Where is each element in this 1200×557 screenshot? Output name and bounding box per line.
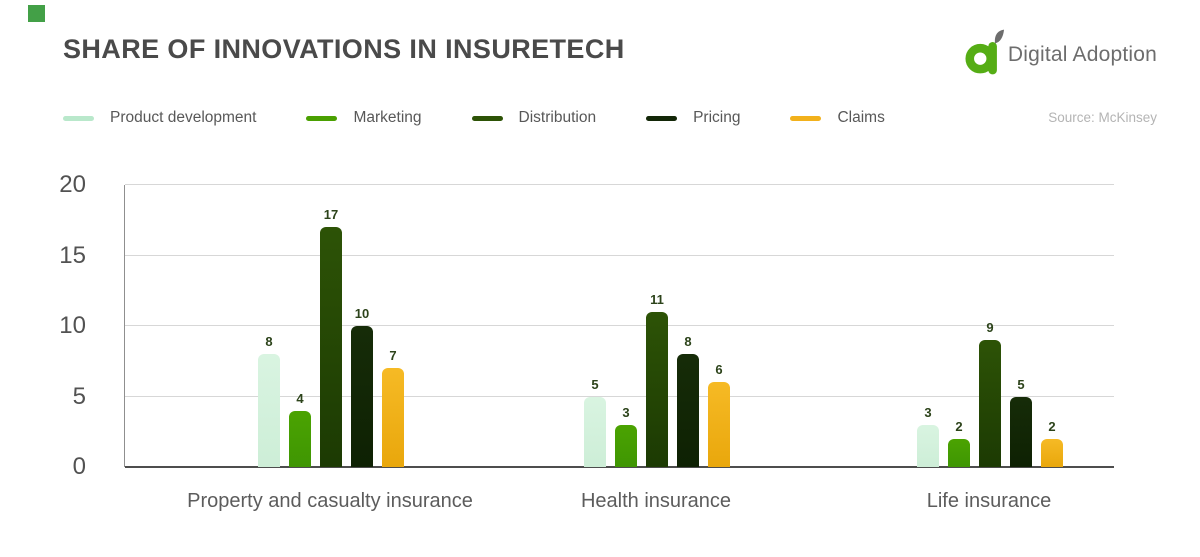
gridline	[125, 254, 1114, 256]
legend-swatch-icon	[471, 115, 503, 121]
legend-label: Marketing	[353, 109, 422, 126]
bar-value-label: 9	[986, 320, 994, 336]
legend-swatch-icon	[306, 115, 338, 121]
gridline	[125, 395, 1114, 397]
legend-item-pricing: Pricing	[646, 109, 740, 127]
bar-claims	[1041, 438, 1063, 467]
bar-wrap: 17	[320, 207, 342, 467]
bar-pricing	[677, 354, 699, 467]
bar-marketing	[289, 410, 311, 467]
bar-wrap: 4	[289, 391, 311, 467]
bar-distribution	[646, 311, 668, 467]
bar-distribution	[320, 227, 342, 467]
bar-wrap: 3	[917, 405, 939, 467]
bar-claims	[382, 368, 404, 467]
bar-value-label: 5	[591, 376, 599, 392]
legend-swatch-icon	[790, 115, 822, 121]
logo-leaf	[994, 29, 1004, 44]
legend-label: Product development	[110, 109, 257, 126]
y-axis-labels: 0 5 10 15 20	[30, 173, 86, 479]
bar-value-label: 6	[715, 362, 723, 378]
legend-item-product-development: Product development	[63, 109, 256, 127]
bar-value-label: 17	[323, 207, 339, 223]
x-axis-line	[125, 466, 1114, 468]
bar-claims	[708, 382, 730, 467]
bar-distribution	[979, 340, 1001, 467]
legend-label: Distribution	[518, 109, 597, 126]
bar-value-label: 11	[650, 291, 664, 307]
bar-product-development	[258, 354, 280, 467]
bar-marketing	[615, 424, 637, 467]
category-label: Health insurance	[580, 490, 732, 512]
bar-value-label: 8	[265, 334, 273, 350]
bar-value-label: 2	[1048, 418, 1056, 434]
bar-value-label: 3	[924, 404, 932, 420]
chart-legend: Product development Marketing Distribution…	[63, 109, 885, 127]
bar-wrap: 5	[584, 376, 606, 467]
bar-wrap: 9	[979, 320, 1001, 467]
bar-wrap: 6	[708, 362, 730, 467]
bar-marketing	[948, 438, 970, 467]
digital-adoption-logo-icon	[965, 28, 1005, 81]
bar-value-label: 3	[622, 404, 630, 420]
bar-wrap: 10	[351, 306, 373, 467]
y-axis-tick-label: 0	[72, 453, 86, 480]
legend-item-marketing: Marketing	[306, 109, 422, 127]
plot-area: 8 4 17 10 7 5 3 11 8 6 3 2 9 5 2	[124, 184, 1114, 468]
category-label: Property and casualty insurance	[187, 490, 473, 512]
bar-value-label: 10	[354, 306, 370, 321]
y-axis-tick-label: 5	[72, 382, 86, 410]
page-title: SHARE OF INNOVATIONS IN INSURETECH	[63, 34, 625, 64]
bar-product-development	[584, 396, 606, 467]
bar-pricing	[351, 326, 373, 467]
bar-wrap: 8	[258, 334, 280, 467]
brand-logo: Digital Adoption	[965, 28, 1157, 81]
y-axis-tick-label: 20	[59, 171, 86, 198]
bar-wrap: 2	[1041, 419, 1063, 467]
bar-group: 8 4 17 10 7	[258, 207, 404, 467]
gridline	[125, 184, 1114, 185]
legend-swatch-icon	[63, 115, 94, 121]
bar-wrap: 2	[948, 419, 970, 467]
gridline	[125, 325, 1114, 326]
bar-value-label: 5	[1017, 376, 1025, 392]
y-axis-tick-label: 10	[59, 312, 86, 339]
bar-value-label: 8	[684, 334, 692, 350]
legend-item-distribution: Distribution	[471, 109, 597, 127]
source-attribution: Source: McKinsey	[1048, 110, 1157, 125]
bar-pricing	[1010, 396, 1032, 467]
legend-item-claims: Claims	[790, 109, 885, 127]
bar-wrap: 11	[646, 292, 668, 467]
bar-value-label: 4	[296, 390, 304, 406]
logo-a-bowl	[965, 43, 995, 74]
bar-wrap: 8	[677, 334, 699, 467]
brand-logo-text: Digital Adoption	[1007, 42, 1157, 66]
legend-swatch-icon	[646, 115, 678, 121]
category-label: Life insurance	[926, 490, 1052, 512]
bar-wrap: 5	[1010, 376, 1032, 467]
bar-value-label: 7	[389, 348, 397, 364]
corner-marker-square	[28, 5, 45, 22]
legend-label: Pricing	[693, 109, 741, 126]
legend-label: Claims	[837, 109, 885, 126]
bar-wrap: 7	[382, 348, 404, 467]
x-axis-labels: Property and casualty insurance Health in…	[124, 490, 1113, 516]
bar-value-label: 2	[955, 418, 963, 434]
bar-group: 3 2 9 5 2	[917, 320, 1063, 467]
bar-group: 5 3 11 8 6	[584, 292, 730, 467]
bar-product-development	[917, 424, 939, 467]
bar-wrap: 3	[615, 405, 637, 467]
y-axis-tick-label: 15	[59, 241, 86, 269]
